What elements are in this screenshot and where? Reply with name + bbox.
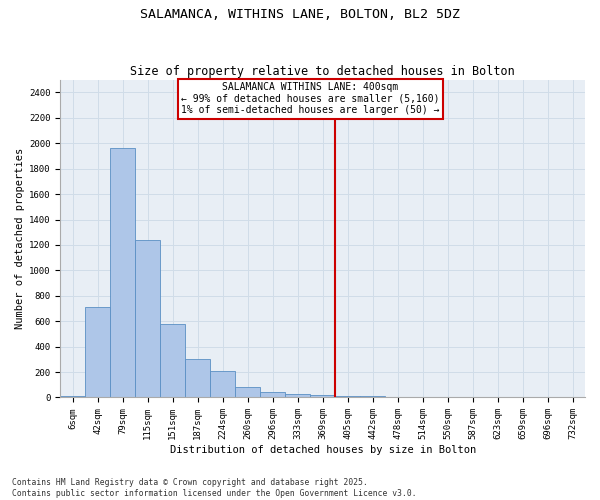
Y-axis label: Number of detached properties: Number of detached properties	[15, 148, 25, 329]
Bar	[285, 394, 310, 398]
Bar	[310, 395, 335, 398]
Bar	[160, 324, 185, 398]
Bar	[85, 306, 110, 398]
Bar	[260, 392, 285, 398]
Bar	[185, 358, 210, 398]
Bar	[110, 148, 136, 398]
Bar	[210, 372, 235, 398]
Bar	[385, 397, 410, 398]
X-axis label: Distribution of detached houses by size in Bolton: Distribution of detached houses by size …	[170, 445, 476, 455]
Text: SALAMANCA, WITHINS LANE, BOLTON, BL2 5DZ: SALAMANCA, WITHINS LANE, BOLTON, BL2 5DZ	[140, 8, 460, 20]
Bar	[136, 240, 160, 398]
Bar	[335, 396, 360, 398]
Text: SALAMANCA WITHINS LANE: 400sqm
← 99% of detached houses are smaller (5,160)
1% o: SALAMANCA WITHINS LANE: 400sqm ← 99% of …	[181, 82, 439, 116]
Bar	[61, 396, 85, 398]
Title: Size of property relative to detached houses in Bolton: Size of property relative to detached ho…	[130, 66, 515, 78]
Text: Contains HM Land Registry data © Crown copyright and database right 2025.
Contai: Contains HM Land Registry data © Crown c…	[12, 478, 416, 498]
Bar	[360, 396, 385, 398]
Bar	[235, 386, 260, 398]
